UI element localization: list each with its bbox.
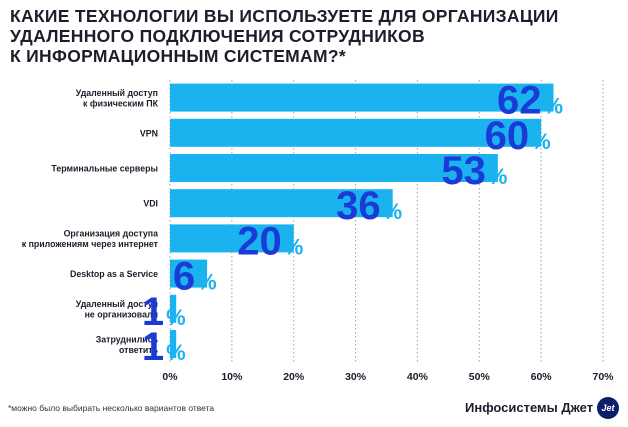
bar-chart: 0% 10% 20% 30% 40% 50% 60% 70%Удаленный доступк… [22,79,614,383]
x-tick-label-5: 50% [469,371,491,383]
title-line-3: К ИНФОРМАЦИОННЫМ СИСТЕМАМ?* [10,46,346,66]
bar-4 [170,224,294,253]
value-label-0: 62 [497,79,542,123]
value-percent-4: % [284,234,304,259]
category-label-0-1: к физическим ПК [83,98,159,108]
value-label-4: 20 [237,219,282,263]
bar-6 [170,294,177,323]
value-percent-0: % [544,94,564,119]
x-tick-label-2: 20% [283,371,305,383]
category-label-6-1: не организовали [85,310,158,320]
bar-2 [170,154,498,182]
bar-7 [170,330,177,358]
category-label-7-1: ответить [119,345,159,355]
category-label-0-0: Удаленный доступ [76,88,158,98]
value-percent-6: % [166,305,186,330]
category-label-6-0: Удаленный доступ [76,299,158,309]
bar-5 [170,259,208,288]
category-label-4-0: Организация доступа [64,229,159,239]
category-label-5-0: Desktop as a Service [70,269,158,279]
value-label-2: 53 [441,149,486,193]
x-tick-label-6: 60% [531,371,553,383]
value-percent-1: % [531,129,551,154]
title-line-2: УДАЛЕННОГО ПОДКЛЮЧЕНИЯ СОТРУДНИКОВ [10,26,425,46]
x-tick-label-0: 0% [162,371,178,383]
x-tick-label-7: 70% [592,371,614,383]
chart-title: КАКИЕ ТЕХНОЛОГИИ ВЫ ИСПОЛЬЗУЕТЕ ДЛЯ ОРГА… [10,6,620,66]
footnote: *можно было выбирать несколько вариантов… [8,403,215,413]
bar-3 [170,189,393,218]
x-tick-label-3: 30% [345,371,367,383]
category-label-4-1: к приложениям через интернет [22,239,159,249]
bar-1 [170,118,542,147]
brand-logo-icon: Jet [597,397,619,419]
category-label-7-0: Затруднились [96,334,159,344]
brand-name: Инфосистемы Джет [465,400,594,415]
value-label-6: 1 [142,290,164,334]
value-label-1: 60 [485,114,530,158]
value-percent-7: % [166,340,186,365]
value-label-5: 6 [173,255,195,299]
value-label-3: 36 [336,184,381,228]
value-percent-5: % [197,270,217,295]
x-tick-label-1: 10% [221,371,243,383]
value-percent-3: % [383,199,403,224]
value-percent-2: % [488,164,508,189]
x-tick-label-4: 40% [407,371,429,383]
title-line-1: КАКИЕ ТЕХНОЛОГИИ ВЫ ИСПОЛЬЗУЕТЕ ДЛЯ ОРГА… [10,6,559,26]
value-label-7: 1 [142,325,164,369]
category-label-2-0: Терминальные серверы [51,164,158,174]
category-label-1-0: VPN [140,128,158,138]
category-label-3-0: VDI [143,199,158,209]
bar-0 [170,83,554,112]
